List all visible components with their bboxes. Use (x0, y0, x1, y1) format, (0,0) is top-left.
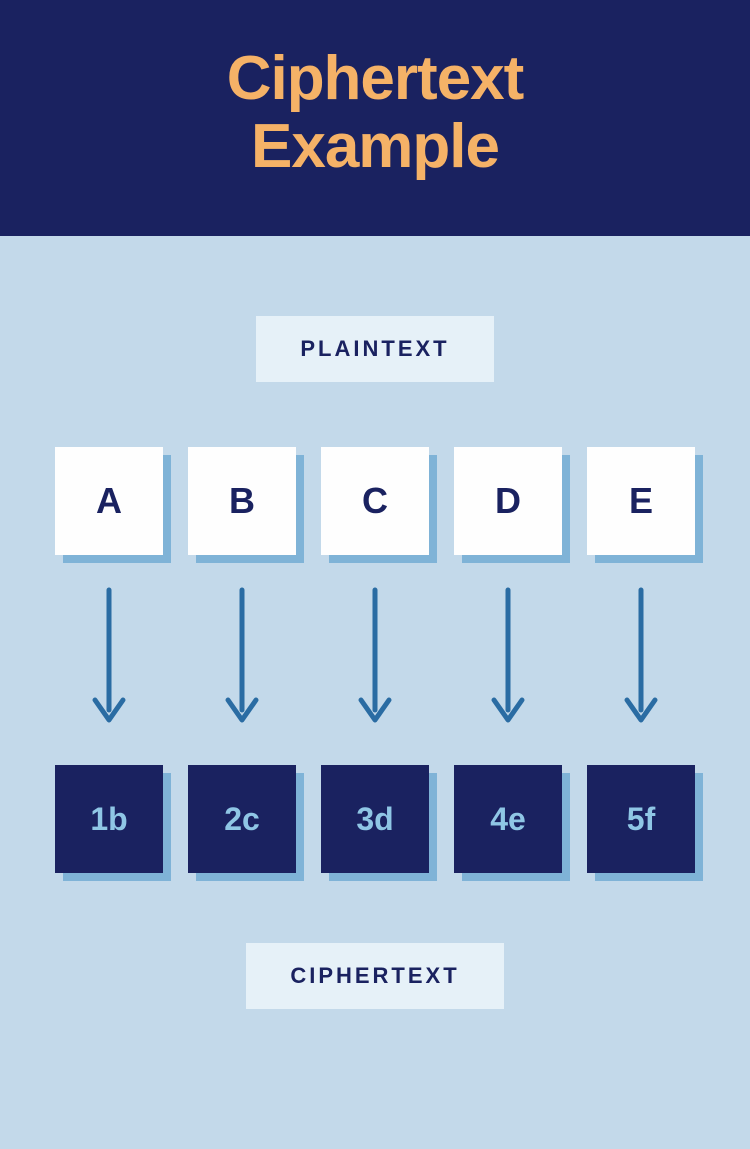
arrow-cell (454, 585, 562, 735)
ciphertext-cell-label: 5f (587, 765, 695, 873)
down-arrow-icon (355, 585, 395, 735)
ciphertext-tile: 1b (55, 765, 163, 873)
infographic-page: Ciphertext Example PLAINTEXT A B C D (0, 0, 750, 1149)
arrow-cell (587, 585, 695, 735)
down-arrow-icon (222, 585, 262, 735)
page-title: Ciphertext Example (20, 45, 730, 181)
arrow-row (55, 585, 695, 735)
ciphertext-cell-label: 1b (55, 765, 163, 873)
plaintext-cell-label: C (321, 447, 429, 555)
ciphertext-tile: 4e (454, 765, 562, 873)
plaintext-tile: C (321, 447, 429, 555)
down-arrow-icon (89, 585, 129, 735)
header-banner: Ciphertext Example (0, 0, 750, 236)
arrow-cell (188, 585, 296, 735)
ciphertext-cell-label: 4e (454, 765, 562, 873)
plaintext-row: A B C D E (55, 447, 695, 555)
diagram-body: PLAINTEXT A B C D E (0, 236, 750, 1149)
plaintext-tile: E (587, 447, 695, 555)
ciphertext-cell-label: 2c (188, 765, 296, 873)
plaintext-tile: B (188, 447, 296, 555)
arrow-cell (55, 585, 163, 735)
down-arrow-icon (621, 585, 661, 735)
arrow-cell (321, 585, 429, 735)
plaintext-label: PLAINTEXT (256, 316, 493, 382)
plaintext-tile: A (55, 447, 163, 555)
plaintext-cell-label: E (587, 447, 695, 555)
ciphertext-row: 1b 2c 3d 4e 5f (55, 765, 695, 873)
title-line-1: Ciphertext (20, 45, 730, 113)
ciphertext-label: CIPHERTEXT (246, 943, 503, 1009)
ciphertext-cell-label: 3d (321, 765, 429, 873)
down-arrow-icon (488, 585, 528, 735)
ciphertext-tile: 3d (321, 765, 429, 873)
plaintext-cell-label: D (454, 447, 562, 555)
ciphertext-tile: 5f (587, 765, 695, 873)
ciphertext-tile: 2c (188, 765, 296, 873)
plaintext-cell-label: A (55, 447, 163, 555)
plaintext-cell-label: B (188, 447, 296, 555)
plaintext-tile: D (454, 447, 562, 555)
title-line-2: Example (20, 113, 730, 181)
